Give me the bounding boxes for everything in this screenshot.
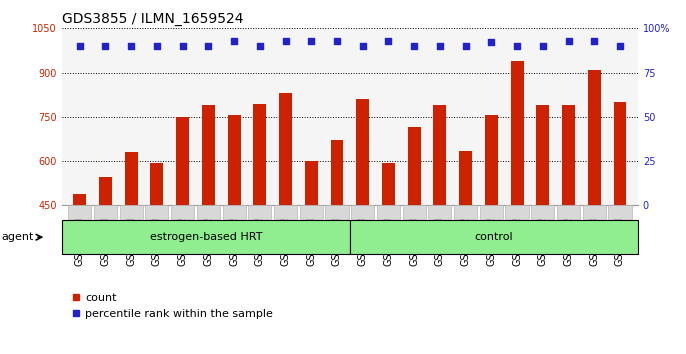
Bar bbox=[171, 205, 194, 219]
Bar bbox=[403, 205, 426, 219]
Point bbox=[228, 38, 239, 44]
Point bbox=[383, 38, 394, 44]
Bar bbox=[94, 205, 117, 219]
Bar bbox=[510, 61, 523, 338]
Point bbox=[486, 40, 497, 45]
Bar bbox=[150, 162, 163, 338]
Bar bbox=[485, 115, 498, 338]
Bar bbox=[434, 105, 447, 338]
Bar bbox=[253, 103, 266, 338]
Bar bbox=[125, 152, 138, 338]
Point bbox=[331, 38, 342, 44]
Bar bbox=[300, 205, 323, 219]
Bar bbox=[222, 205, 246, 219]
Legend: count, percentile rank within the sample: count, percentile rank within the sample bbox=[67, 289, 277, 323]
Bar bbox=[407, 127, 421, 338]
Bar bbox=[480, 205, 503, 219]
Point bbox=[203, 43, 214, 49]
Point bbox=[409, 43, 420, 49]
Bar bbox=[562, 105, 575, 338]
Point bbox=[589, 38, 600, 44]
Point bbox=[152, 43, 163, 49]
Bar bbox=[73, 194, 86, 338]
Bar bbox=[248, 205, 272, 219]
Bar bbox=[582, 205, 606, 219]
Bar bbox=[428, 205, 451, 219]
Point bbox=[74, 43, 85, 49]
Bar bbox=[531, 205, 554, 219]
Point bbox=[306, 38, 317, 44]
Bar bbox=[356, 99, 369, 338]
Point bbox=[280, 38, 291, 44]
Bar bbox=[350, 220, 638, 254]
Point bbox=[177, 43, 188, 49]
Bar bbox=[613, 102, 626, 338]
Bar bbox=[454, 205, 477, 219]
Bar bbox=[119, 205, 143, 219]
Bar bbox=[536, 105, 549, 338]
Point bbox=[357, 43, 368, 49]
Bar bbox=[274, 205, 297, 219]
Bar bbox=[99, 177, 112, 338]
Bar bbox=[557, 205, 580, 219]
Point bbox=[512, 43, 523, 49]
Point bbox=[255, 43, 265, 49]
Bar bbox=[331, 141, 344, 338]
Bar bbox=[305, 161, 318, 338]
Text: control: control bbox=[475, 232, 513, 242]
Point bbox=[434, 43, 445, 49]
Point bbox=[537, 43, 548, 49]
Bar bbox=[506, 205, 529, 219]
Bar bbox=[62, 220, 350, 254]
Text: GDS3855 / ILMN_1659524: GDS3855 / ILMN_1659524 bbox=[62, 12, 244, 26]
Bar bbox=[197, 205, 220, 219]
Bar bbox=[588, 70, 601, 338]
Bar bbox=[68, 205, 91, 219]
Bar bbox=[145, 205, 169, 219]
Point bbox=[460, 43, 471, 49]
Bar bbox=[377, 205, 400, 219]
Text: agent: agent bbox=[1, 232, 34, 242]
Bar bbox=[382, 162, 395, 338]
Bar bbox=[228, 115, 241, 338]
Bar bbox=[608, 205, 632, 219]
Bar bbox=[459, 151, 472, 338]
Bar bbox=[325, 205, 348, 219]
Point bbox=[615, 43, 626, 49]
Bar bbox=[202, 105, 215, 338]
Bar bbox=[279, 93, 292, 338]
Point bbox=[100, 43, 111, 49]
Text: estrogen-based HRT: estrogen-based HRT bbox=[150, 232, 262, 242]
Point bbox=[563, 38, 574, 44]
Bar bbox=[176, 117, 189, 338]
Bar bbox=[351, 205, 375, 219]
Point bbox=[126, 43, 137, 49]
